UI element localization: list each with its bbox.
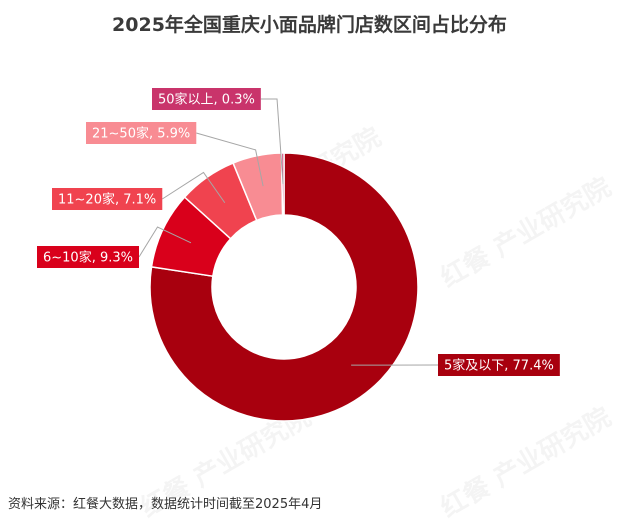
slices-layer — [149, 152, 419, 422]
data-label-0: 5家及以下, 77.4% — [444, 358, 554, 374]
label-box-0 — [438, 354, 560, 376]
data-label-3: 21~50家, 5.9% — [92, 126, 190, 142]
leader-line-4 — [260, 98, 284, 185]
chart-title: 2025年全国重庆小面品牌门店数区间占比分布 — [112, 14, 507, 36]
label-box-2 — [52, 188, 163, 210]
watermark-3: 红餐 产业研究院 — [435, 401, 616, 520]
label-box-1 — [37, 246, 139, 268]
label-box-3 — [86, 122, 197, 144]
data-label-2: 11~20家, 7.1% — [58, 192, 156, 208]
label-box-4 — [152, 88, 261, 110]
watermark-1: 红餐 产业研究院 — [435, 171, 616, 293]
slice-0 — [149, 152, 419, 422]
data-label-4: 50家以上, 0.3% — [158, 92, 255, 108]
leader-line-2 — [162, 171, 226, 204]
leader-line-3 — [196, 132, 264, 187]
leader-lines-layer — [138, 98, 439, 366]
labels-layer: 5家及以下, 77.4% 6~10家, 9.3% 11~20家, 7.1% 21~50… — [37, 88, 560, 376]
leader-line-1 — [138, 226, 192, 258]
source-note: 资料来源：红餐大数据，数据统计时间截至2025年4月 — [8, 497, 323, 512]
data-label-1: 6~10家, 9.3% — [43, 250, 133, 266]
